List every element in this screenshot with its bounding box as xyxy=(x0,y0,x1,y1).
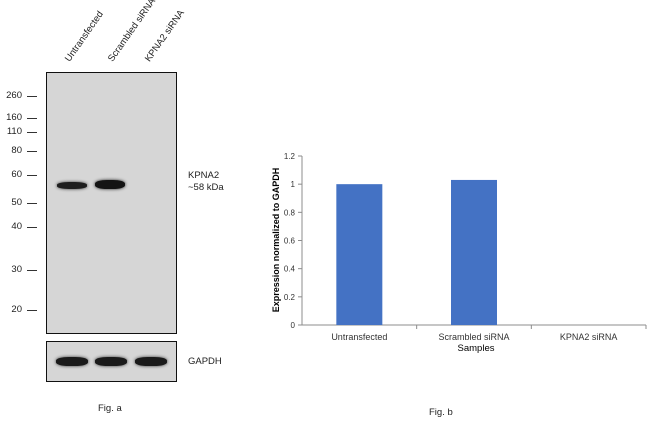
gapdh-band-scrambled-sirna xyxy=(95,357,127,366)
y-tick-label: 0 xyxy=(291,321,296,330)
y-tick-label: 0.8 xyxy=(284,208,296,217)
mw-tick xyxy=(27,175,37,176)
mw-tick xyxy=(27,227,37,228)
loading-control-label: GAPDH xyxy=(188,356,222,367)
mw-tick xyxy=(27,132,37,133)
kpna2-blot-image xyxy=(46,72,177,334)
bar-untransfected xyxy=(336,184,383,325)
mw-marker-50: 50 xyxy=(11,197,22,208)
mw-tick xyxy=(27,203,37,204)
gapdh-band-kpna2-sirna xyxy=(135,357,167,366)
mw-marker-20: 20 xyxy=(11,304,22,315)
kpna2-band-untransfected xyxy=(57,182,87,189)
mw-marker-40: 40 xyxy=(11,221,22,232)
mw-marker-30: 30 xyxy=(11,264,22,275)
fig-b-caption: Fig. b xyxy=(429,407,453,418)
mw-tick xyxy=(27,310,37,311)
mw-marker-260: 260 xyxy=(6,90,22,101)
kpna2-band-scrambled-sirna xyxy=(95,180,125,189)
target-size-label: ~58 kDa xyxy=(188,182,224,193)
mw-marker-160: 160 xyxy=(6,112,22,123)
target-protein-label: KPNA2 xyxy=(188,170,220,181)
mw-marker-60: 60 xyxy=(11,169,22,180)
y-tick-label: 0.4 xyxy=(284,265,296,274)
x-tick-label: Untransfected xyxy=(331,332,387,342)
fig-a-caption: Fig. a xyxy=(98,403,122,414)
mw-tick xyxy=(27,118,37,119)
mw-tick xyxy=(27,270,37,271)
y-tick-label: 1.2 xyxy=(284,152,296,161)
gapdh-blot-image xyxy=(46,341,177,382)
bar-scrambled-sirna xyxy=(451,179,497,325)
mw-marker-110: 110 xyxy=(6,126,22,137)
y-tick-label: 0.6 xyxy=(284,237,296,246)
mw-tick xyxy=(27,151,37,152)
y-tick-label: 1 xyxy=(291,180,296,189)
mw-marker-80: 80 xyxy=(11,145,22,156)
y-axis-label: Expression normalized to GAPDH xyxy=(271,168,281,313)
x-tick-label: Scrambled siRNA xyxy=(438,332,509,342)
x-axis-label: Samples xyxy=(458,343,495,354)
gapdh-band-untransfected xyxy=(56,357,88,366)
y-tick-label: 0.2 xyxy=(284,293,296,302)
mw-tick xyxy=(27,96,37,97)
x-tick-label: KPNA2 siRNA xyxy=(560,332,618,342)
